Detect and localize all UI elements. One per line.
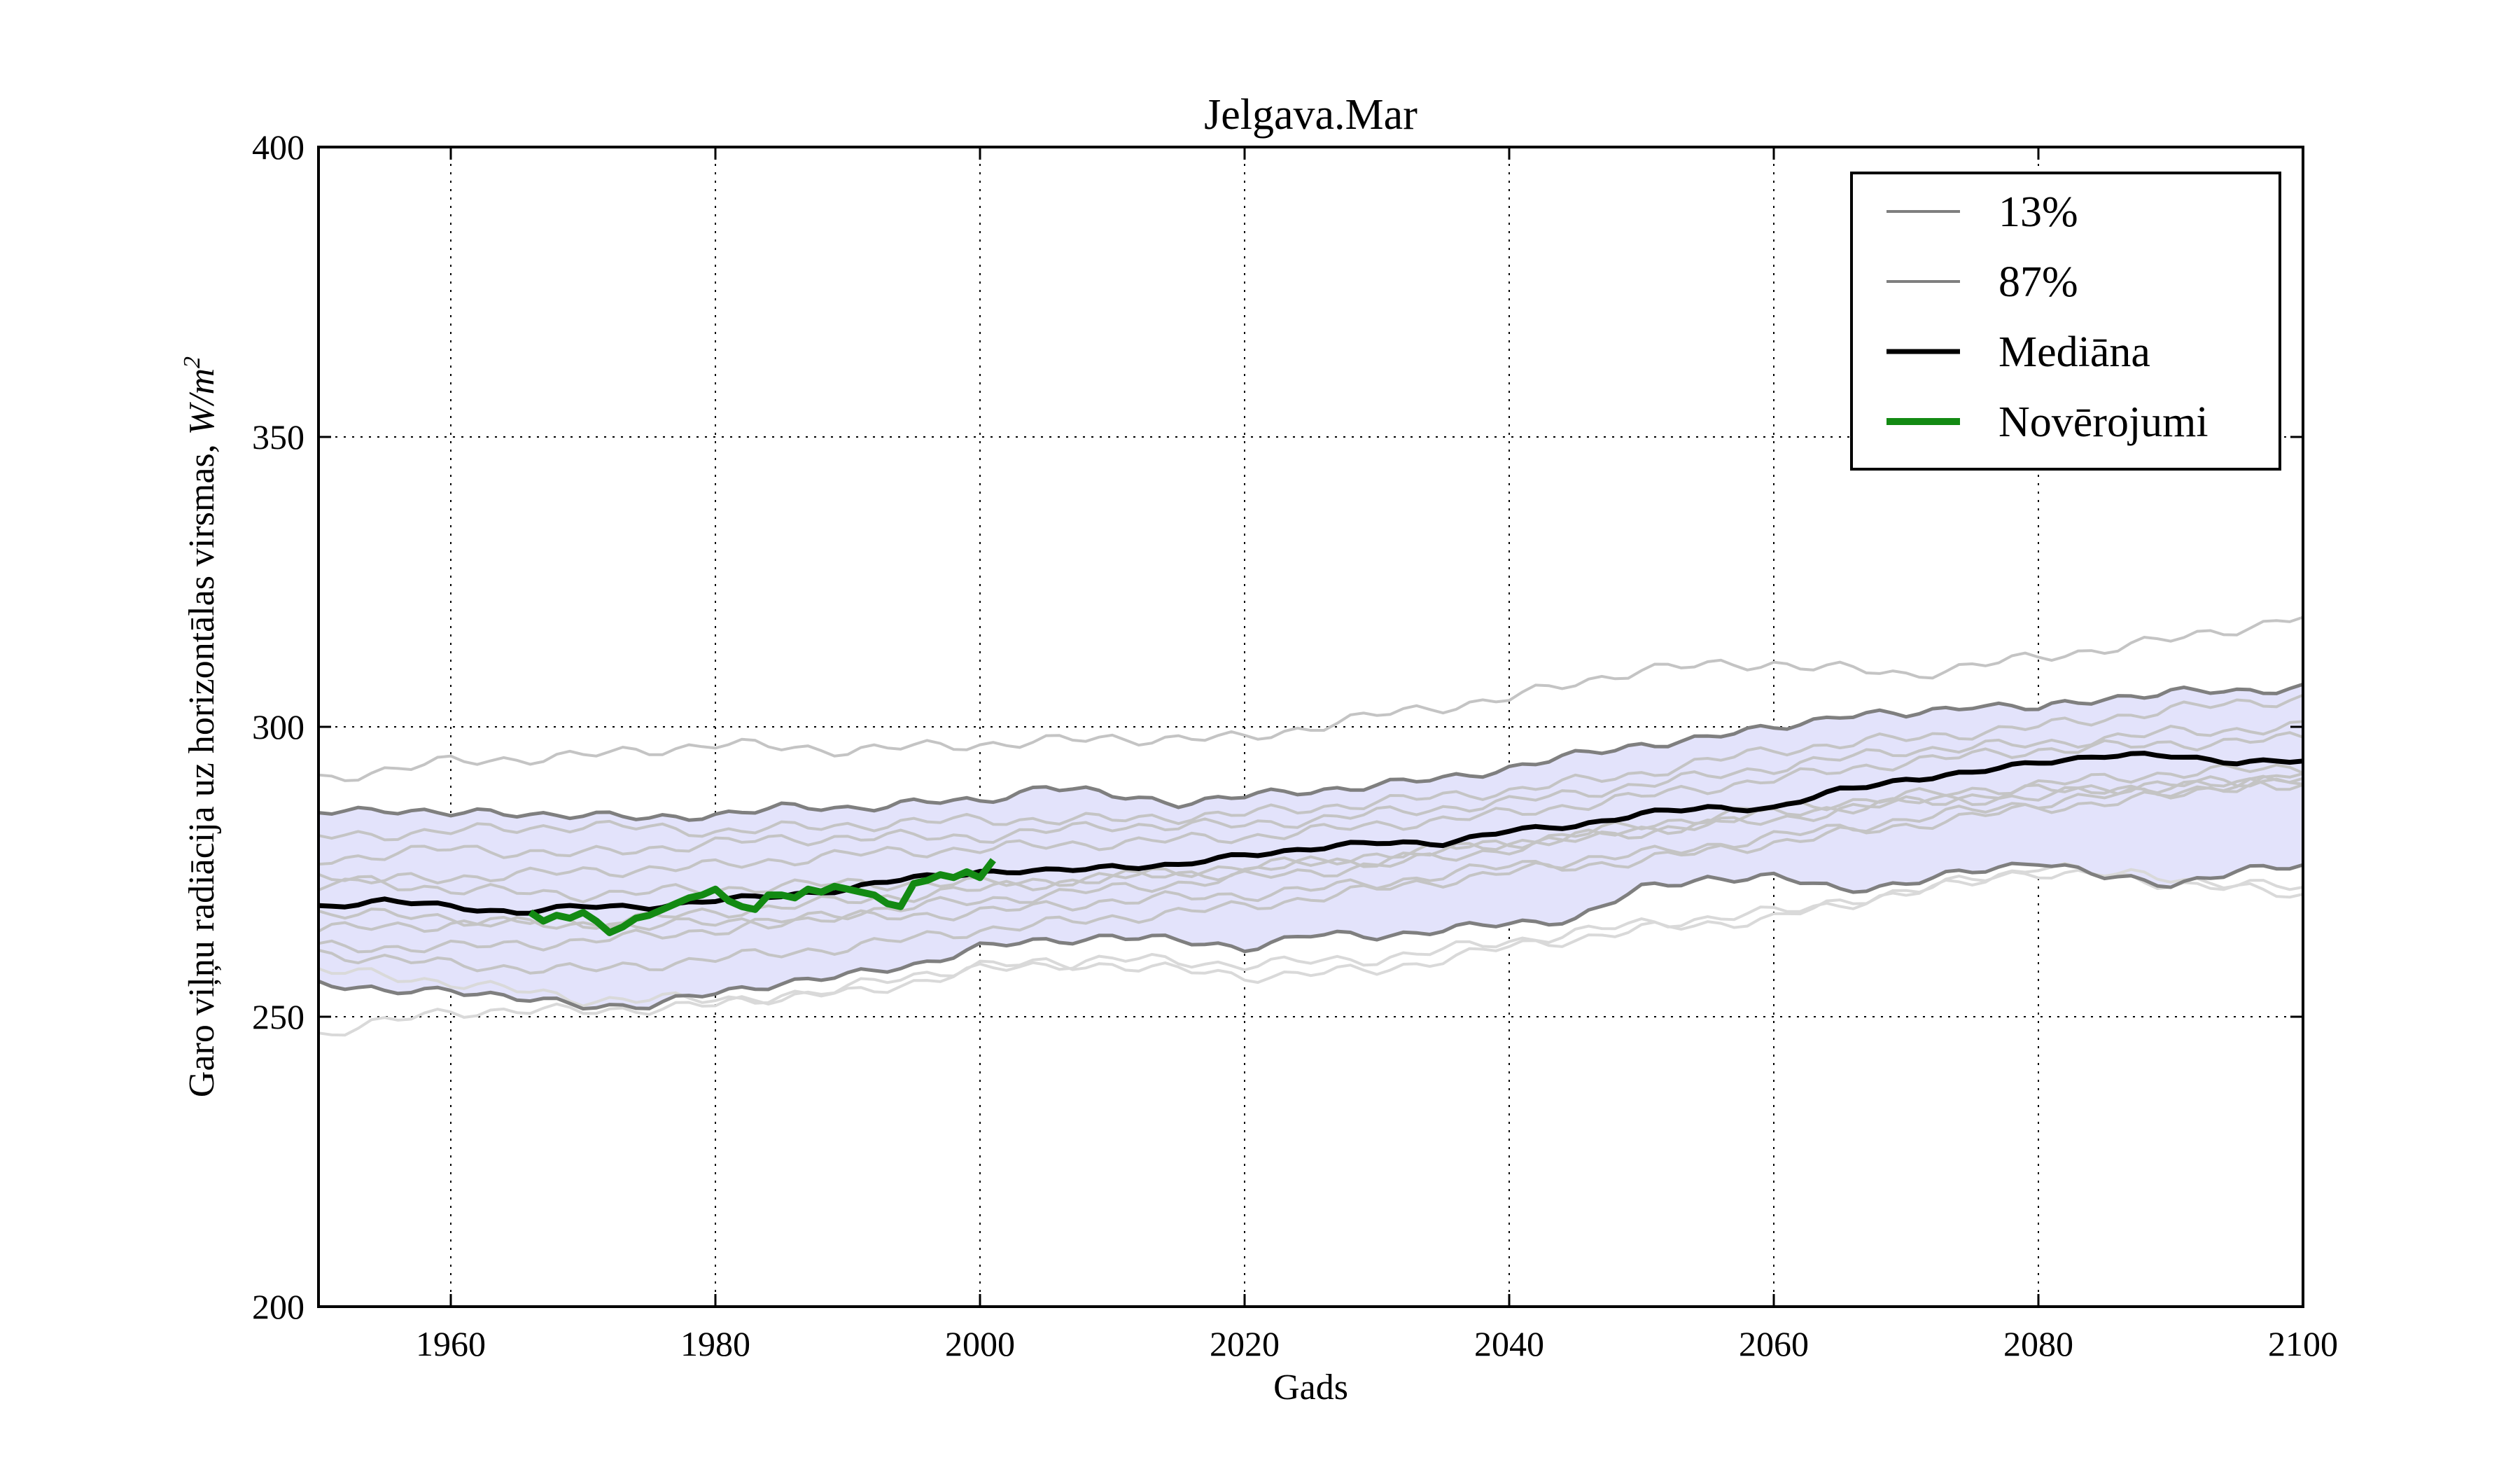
y-axis-label-unit-sup: 2: [179, 356, 205, 368]
y-tick-label: 400: [252, 127, 304, 167]
ensemble-line: [318, 693, 2304, 842]
ensemble-line: [318, 775, 2304, 954]
ensemble-line: [318, 868, 2304, 1037]
x-tick-label: 2100: [2268, 1324, 2338, 1363]
y-axis-label: Garo viļņu radiācija uz horizontālas vir…: [179, 356, 222, 1097]
series-line-median: [318, 751, 2304, 916]
legend-label: Novērojumi: [1998, 398, 2208, 446]
x-tick-label: 2020: [1210, 1324, 1280, 1363]
y-axis-label-text: Garo viļņu radiācija uz horizontālas vir…: [182, 435, 222, 1097]
ensemble-line: [318, 720, 2304, 866]
legend-label: 87%: [1998, 258, 2078, 306]
x-tick-label: 2060: [1739, 1324, 1809, 1363]
y-axis-label-unit: W/m: [182, 368, 222, 435]
y-tick-label: 350: [252, 417, 304, 457]
x-tick-label: 2080: [2003, 1324, 2073, 1363]
x-axis-label: Gads: [1273, 1368, 1348, 1407]
ensemble-line: [318, 772, 2304, 975]
y-tick-label: 300: [252, 707, 304, 746]
legend-label: Mediāna: [1998, 328, 2150, 376]
x-tick-label: 2040: [1474, 1324, 1544, 1363]
series-line-13: [318, 861, 2304, 1011]
percentile-band: [318, 684, 2303, 1009]
ensemble-line: [318, 861, 2304, 1008]
x-tick-label: 2000: [945, 1324, 1015, 1363]
ensemble-line: [318, 616, 2304, 782]
ensemble-line: [318, 731, 2304, 892]
x-tick-label: 1960: [416, 1324, 486, 1363]
legend-label: 13%: [1998, 188, 2078, 236]
ensemble-line: [318, 774, 2304, 931]
ensemble-line: [318, 777, 2304, 904]
series-line-observations: [528, 858, 996, 936]
y-tick-label: 250: [252, 997, 304, 1036]
chart-title: Jelgava.Mar: [1204, 91, 1418, 139]
series-line-87: [318, 682, 2304, 822]
y-tick-label: 200: [252, 1287, 304, 1326]
x-tick-label: 1980: [680, 1324, 750, 1363]
